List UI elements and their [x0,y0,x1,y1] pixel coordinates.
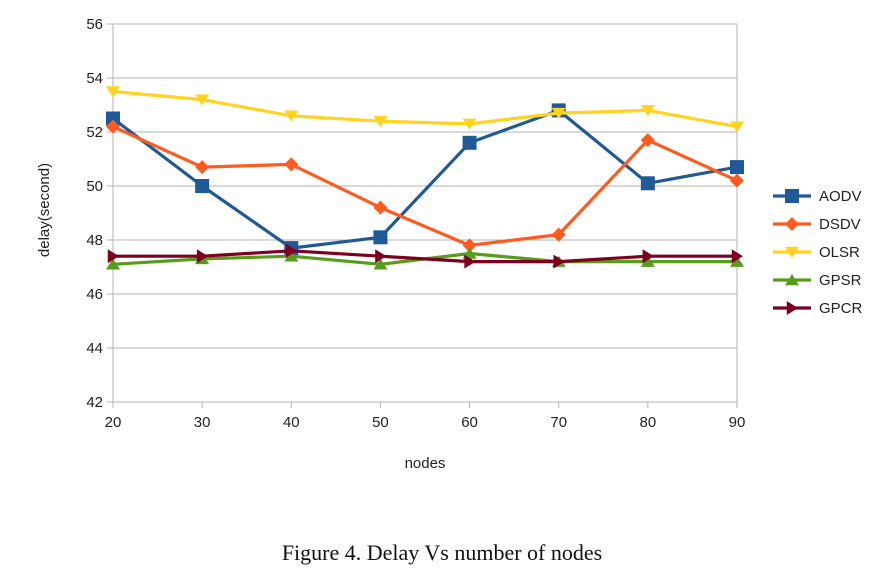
data-point-gpsr [284,250,299,262]
legend-swatch-marker [785,274,799,286]
y-tick-label: 54 [86,70,103,87]
series-dsdv [106,119,744,253]
data-point-gpcr [375,249,387,264]
series-line-olsr [112,89,738,129]
legend-swatch-marker [786,301,798,315]
legend-label: GPCR [819,300,863,317]
series-group [106,86,744,270]
data-point-gpsr [730,255,744,267]
data-point-olsr [106,86,120,98]
data-point-dsdv [106,119,120,134]
legend-item-gpcr: GPCR [773,300,863,317]
x-tick-label: 20 [105,414,122,431]
figure-caption: Figure 4. Delay Vs number of nodes [281,540,603,565]
series-line-aodv [112,108,738,250]
x-tick-label: 60 [461,414,478,431]
y-tick-label: 48 [86,232,103,249]
legend-swatch-marker [785,246,799,258]
data-point-gpcr [196,249,209,264]
data-point-dsdv [284,157,299,172]
data-point-dsdv [195,160,210,175]
legend-item-olsr: OLSR [773,244,860,261]
data-point-olsr [195,94,210,106]
data-point-olsr [551,107,566,120]
x-tick-label: 40 [283,414,300,431]
data-point-olsr [640,105,655,117]
series-line-dsdv [112,125,738,247]
data-point-gpsr [640,255,655,267]
legend-item-aodv: AODV [773,188,862,205]
legend: AODV DSDV OLSR GPSR GPCR [773,188,863,317]
data-point-gpsr [373,258,388,270]
y-tick-labels: 42 44 46 48 50 52 54 56 [86,16,103,411]
data-point-dsdv [462,238,477,253]
legend-item-gpsr: GPSR [773,272,862,289]
axes [112,24,738,408]
data-point-aodv [373,230,388,245]
series-gpcr [107,243,743,269]
data-point-gpsr [106,258,120,270]
x-tick-label: 80 [640,414,657,431]
data-point-gpcr [553,254,565,269]
data-point-gpcr [464,254,476,269]
data-point-gpcr [731,249,743,264]
data-point-dsdv [551,227,566,242]
x-tick-label: 90 [729,414,746,431]
y-tick-label: 52 [86,124,103,141]
data-point-olsr [284,110,299,122]
data-point-aodv [106,111,120,126]
series-aodv [106,103,744,256]
series-line-gpcr [113,249,737,264]
x-tick-label: 30 [194,414,211,431]
legend-swatch-marker [785,217,799,231]
grid-lines [107,23,737,403]
data-point-aodv [640,176,655,191]
legend-item-dsdv: DSDV [773,216,861,233]
data-point-olsr [730,121,744,133]
x-tick-labels: 20 30 40 50 60 70 80 90 [105,414,746,431]
data-point-gpcr [107,249,119,264]
y-tick-label: 50 [86,178,103,195]
series-olsr [106,86,744,133]
data-point-dsdv [373,200,388,215]
data-point-gpcr [286,243,298,258]
data-point-dsdv [730,173,744,188]
legend-label: OLSR [819,244,860,261]
x-axis-label: nodes [405,455,446,472]
y-tick-label: 44 [86,340,103,357]
data-point-aodv [195,179,210,193]
y-tick-label: 46 [86,286,103,303]
data-point-dsdv [640,133,655,148]
legend-label: AODV [819,188,862,205]
y-axis-label: delay(second) [36,163,53,257]
data-point-olsr [462,118,477,130]
data-point-gpcr [642,249,654,264]
y-tick-label: 56 [86,16,103,33]
x-tick-label: 70 [550,414,567,431]
y-tick-label: 42 [86,394,103,411]
legend-label: DSDV [819,216,861,233]
data-point-olsr [373,115,388,128]
data-point-aodv [462,135,477,150]
legend-label: GPSR [819,272,862,289]
data-point-aodv [730,160,744,175]
x-tick-label: 50 [372,414,389,431]
legend-swatch-marker [785,189,799,203]
